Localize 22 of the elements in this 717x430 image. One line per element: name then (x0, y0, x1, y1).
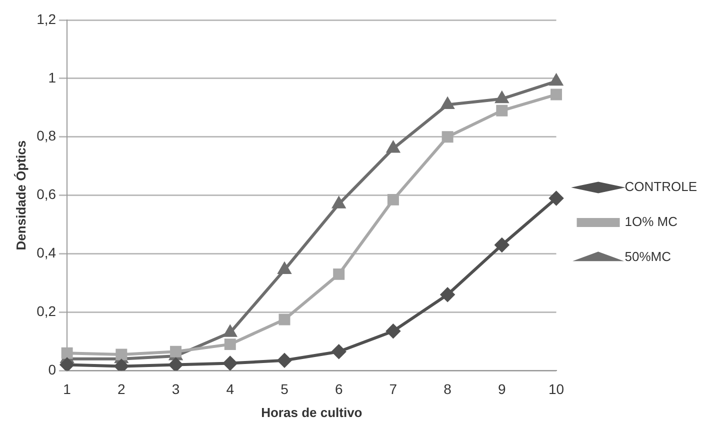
y-tick-label: 1 (48, 69, 56, 86)
y-tick-label: 0,6 (36, 186, 56, 202)
x-tick-label: 8 (444, 380, 452, 397)
x-tick-label: 2 (118, 380, 126, 397)
x-tick-label: 5 (280, 380, 289, 397)
y-tick-label: 1,2 (36, 10, 56, 27)
x-axis-title: Horas de cultivo (261, 404, 362, 420)
y-tick-label: 0 (48, 361, 56, 378)
y-axis-title: Densidade Óptics (13, 140, 28, 250)
legend-label: 1O% MC (624, 214, 678, 230)
x-tick-label: 9 (498, 380, 506, 397)
x-tick-label: 4 (226, 380, 234, 397)
x-tick-label: 7 (389, 380, 398, 397)
legend-label: CONTROLE (624, 179, 698, 194)
legend-label: 50%MC (624, 249, 672, 264)
y-tick-label: 0,8 (36, 128, 56, 144)
y-tick-label: 0,2 (36, 303, 56, 320)
y-tick-label: 0,4 (36, 244, 56, 261)
x-tick-label: 3 (172, 380, 180, 397)
x-tick-label: 10 (548, 380, 564, 397)
x-tick-label: 1 (63, 380, 72, 397)
x-tick-label: 6 (334, 380, 343, 397)
